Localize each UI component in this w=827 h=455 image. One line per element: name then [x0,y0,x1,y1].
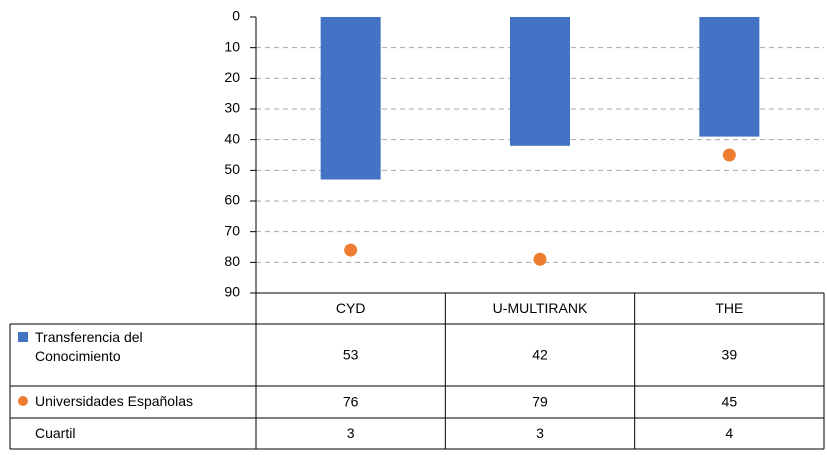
legend-entry: Universidades Españolas [18,392,198,411]
table-value: 3 [536,425,544,441]
dot [722,148,736,162]
bar [699,17,760,137]
y-tick-label: 60 [224,192,240,208]
table-value: 79 [532,394,548,410]
row-label: Cuartil [18,424,198,443]
category-label: U-MULTIRANK [493,300,588,316]
table-value: 76 [343,394,359,410]
legend-text: Universidades Españolas [35,393,193,409]
bar [320,17,381,180]
table-value: 39 [722,347,738,363]
table-value: 4 [725,425,733,441]
legend-text: Transferencia del Conocimiento [35,329,143,364]
bar [510,17,570,146]
y-tick-label: 70 [224,222,240,238]
dot [344,243,358,257]
y-tick-label: 90 [224,284,240,300]
y-tick-label: 40 [224,130,240,146]
row-label: Transferencia del Conocimiento [18,328,198,366]
y-tick-label: 50 [224,161,240,177]
y-tick-label: 30 [224,100,240,116]
category-label: CYD [336,300,366,316]
y-tick-label: 0 [232,8,240,24]
legend-text: Cuartil [35,425,76,441]
row-label: Universidades Españolas [18,392,198,411]
table-value: 45 [722,394,738,410]
legend-symbol [18,396,28,406]
legend-entry: Cuartil [18,424,198,443]
table-value: 42 [532,347,548,363]
table-value: 3 [347,425,355,441]
y-tick-label: 80 [224,253,240,269]
dot [533,252,547,266]
category-label: THE [715,300,743,316]
data-table: CYD U-MULTIRANK THE Transferencia del Conoc… [9,292,825,450]
legend-entry: Transferencia del Conocimiento [18,328,198,366]
y-tick-label: 10 [224,38,240,54]
legend-symbol [18,332,28,342]
table-value: 53 [343,347,359,363]
y-tick-label: 20 [224,69,240,85]
